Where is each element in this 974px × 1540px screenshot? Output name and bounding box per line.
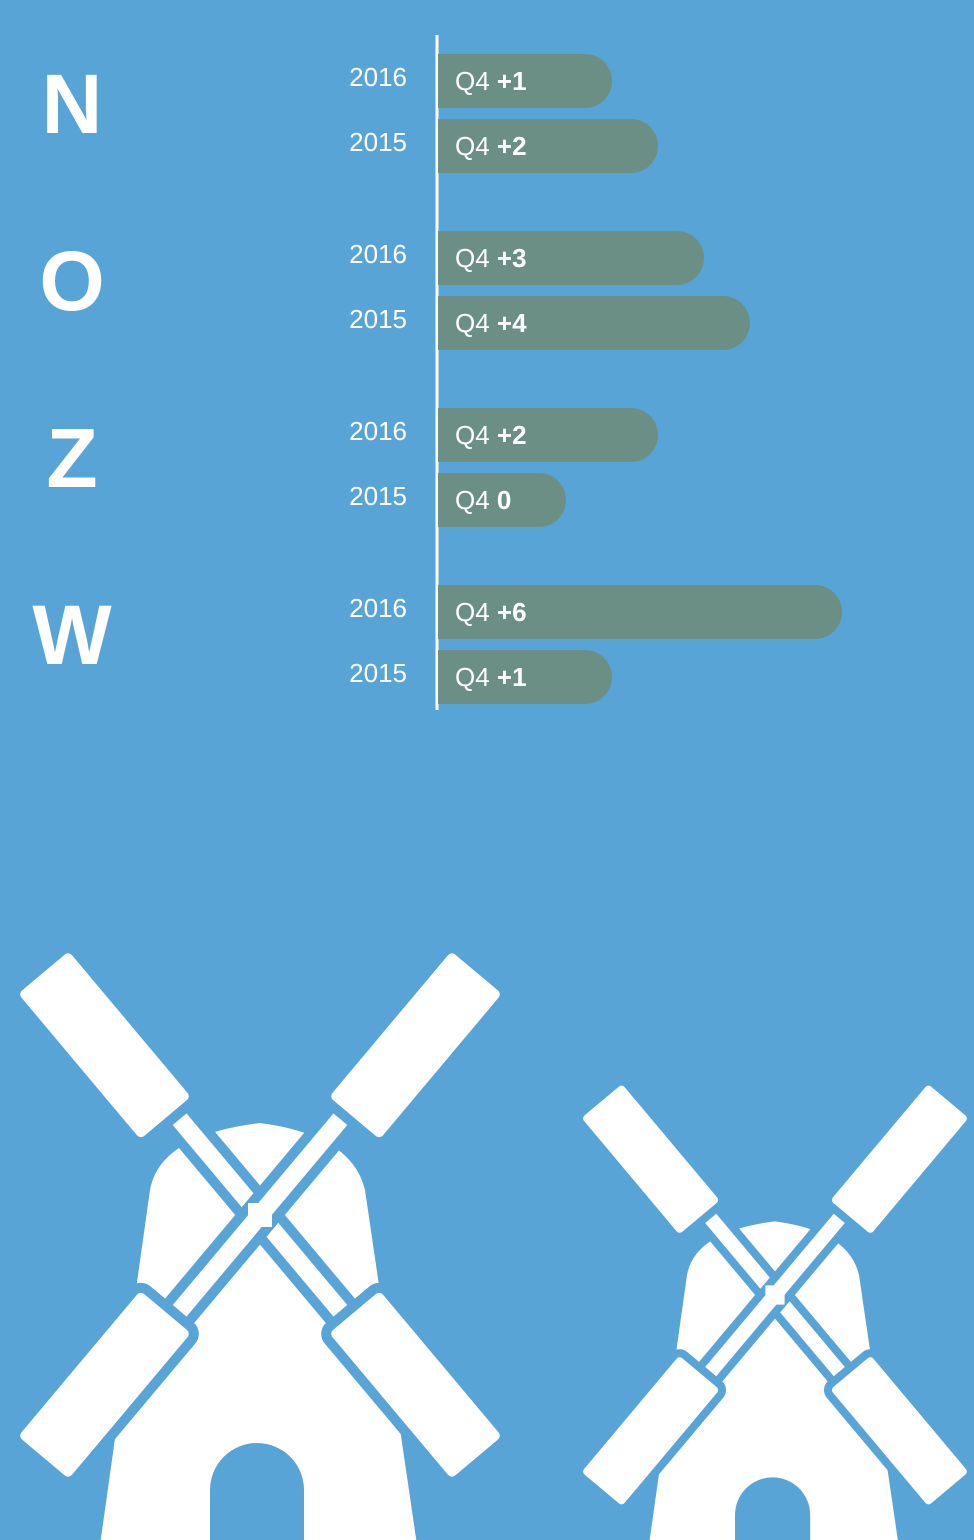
bar-label: Q4 +3	[455, 243, 527, 273]
infographic: N 2016 Q4 +1 2015 Q4 +2 O 2016 Q4 +3 2015 Q4 +4 Z 2…	[0, 0, 974, 1540]
bar-period: Q4	[455, 243, 497, 273]
value-label: 0	[497, 485, 511, 515]
year-label: 2015	[349, 304, 407, 334]
bar-period: Q4	[455, 66, 497, 96]
value-label: +6	[497, 597, 527, 627]
year-label: 2015	[349, 481, 407, 511]
bar-period: Q4	[455, 308, 497, 338]
bar-label: Q4 +4	[455, 308, 527, 338]
bar-label: Q4 +1	[455, 662, 527, 692]
region-letter: W	[32, 588, 112, 682]
bar-label: Q4 +6	[455, 597, 527, 627]
page: N 2016 Q4 +1 2015 Q4 +2 O 2016 Q4 +3 2015 Q4 +4 Z 2…	[0, 0, 974, 1540]
bar-period: Q4	[455, 662, 497, 692]
value-label: +1	[497, 662, 527, 692]
bar-label: Q4 +2	[455, 131, 527, 161]
bar-period: Q4	[455, 131, 497, 161]
bar-label: Q4 +2	[455, 420, 527, 450]
bar-period: Q4	[455, 420, 497, 450]
year-label: 2015	[349, 127, 407, 157]
year-label: 2016	[349, 416, 407, 446]
bar-label: Q4 +1	[455, 66, 527, 96]
region-letter: Z	[46, 411, 97, 505]
value-label: +2	[497, 420, 527, 450]
bar-period: Q4	[455, 597, 497, 627]
region-letter: N	[42, 57, 103, 151]
value-label: +1	[497, 66, 527, 96]
year-label: 2016	[349, 593, 407, 623]
year-label: 2015	[349, 658, 407, 688]
value-label: +4	[497, 308, 527, 338]
year-label: 2016	[349, 239, 407, 269]
region-letter: O	[39, 234, 104, 328]
value-label: +2	[497, 131, 527, 161]
bar-label: Q4 0	[455, 485, 511, 515]
bar-period: Q4	[455, 485, 497, 515]
value-label: +3	[497, 243, 527, 273]
year-label: 2016	[349, 62, 407, 92]
